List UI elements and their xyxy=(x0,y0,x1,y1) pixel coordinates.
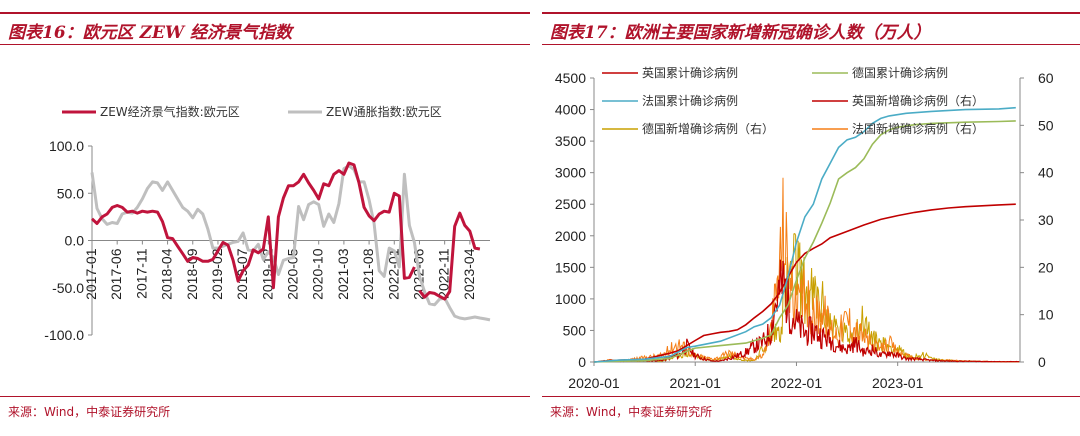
covid-left-tick-label: 1000 xyxy=(555,291,586,307)
covid-legend-label: 法国累计确诊病例 xyxy=(642,93,738,108)
zew-panel: 图表16：欧元区 ZEW 经济景气指数 100.0 50.0 0.0 -50.0 -10… xyxy=(0,0,530,436)
covid-right-tick-label: 30 xyxy=(1038,212,1054,228)
covid-chart: 4500400035003000250020001500100050006050… xyxy=(555,65,1054,391)
covid-left-tick-label: 4000 xyxy=(555,102,586,118)
zew-x-tick-label: 2020-05 xyxy=(285,248,301,300)
covid-right-tick-label: 40 xyxy=(1038,165,1054,181)
covid-left-tick-label: 2500 xyxy=(555,196,586,212)
zew-x-tick-label: 2020-10 xyxy=(310,248,326,300)
zew-x-tick-label: 2021-08 xyxy=(360,248,376,300)
covid-line-series-1 xyxy=(593,120,1016,363)
covid-x-tick-label: 2022-01 xyxy=(771,375,823,391)
covid-chart-source: 来源：Wind，中泰证券研究所 xyxy=(550,405,713,419)
covid-legend-label: 英国新增确诊病例（右） xyxy=(852,93,984,108)
zew-x-tick-label: 2019-02 xyxy=(209,248,225,300)
zew-x-tick-label: 2017-06 xyxy=(108,248,124,300)
covid-legend-label: 英国累计确诊病例 xyxy=(642,65,738,80)
covid-panel: 图表17：欧洲主要国家新增新冠确诊人数（万人） 4500 4000 3500 3000… xyxy=(542,0,1080,436)
covid-left-tick-label: 1500 xyxy=(555,259,586,275)
covid-legend-label: 德国累计确诊病例 xyxy=(852,65,948,80)
covid-right-tick-label: 20 xyxy=(1038,259,1054,275)
covid-left-tick-label: 2000 xyxy=(555,228,586,244)
covid-x-tick-label: 2023-01 xyxy=(872,375,924,391)
zew-legend-label: ZEW通胀指数:欧元区 xyxy=(326,104,442,119)
zew-y-tick-label: 100.0 xyxy=(49,138,84,154)
covid-legend-label: 德国新增确诊病例（右） xyxy=(642,121,774,136)
zew-x-tick-label: 2018-04 xyxy=(159,248,175,300)
zew-chart-source: 来源：Wind，中泰证券研究所 xyxy=(8,405,171,419)
zew-x-tick-label: 2023-04 xyxy=(461,248,477,300)
covid-chart-title: 图表17：欧洲主要国家新增新冠确诊人数（万人） xyxy=(550,23,931,43)
covid-line-series-0 xyxy=(593,203,1016,363)
zew-x-tick-label: 2017-11 xyxy=(133,248,149,299)
zew-economic-line xyxy=(90,161,481,301)
zew-x-tick-label: 2021-03 xyxy=(335,248,351,300)
covid-left-tick-label: 0 xyxy=(578,354,586,370)
zew-x-tick-label: 2022-11 xyxy=(436,248,452,299)
covid-right-tick-label: 50 xyxy=(1038,117,1054,133)
zew-legend-label: ZEW经济景气指数:欧元区 xyxy=(100,104,240,119)
zew-chart: 100.0 50.0 0.0 -50.0 -100.0 2017-01 2017-06 201… xyxy=(44,104,491,343)
covid-right-tick-label: 60 xyxy=(1038,70,1054,86)
zew-y-tick-label: -50.0 xyxy=(52,280,84,296)
covid-right-tick-label: 0 xyxy=(1038,354,1046,370)
covid-legend-label: 法国新增确诊病例（右） xyxy=(852,121,984,136)
covid-line-series-3 xyxy=(593,259,1020,363)
covid-left-tick-label: 500 xyxy=(563,322,587,338)
zew-y-tick-label: 0.0 xyxy=(65,233,85,249)
zew-x-tick-label: 2018-09 xyxy=(184,248,200,300)
zew-chart-title: 图表16：欧元区 ZEW 经济景气指数 xyxy=(8,23,292,43)
covid-left-tick-label: 3500 xyxy=(555,133,586,149)
covid-x-tick-label: 2020-01 xyxy=(568,375,620,391)
zew-inflation-line xyxy=(90,164,491,322)
covid-x-tick-label: 2021-01 xyxy=(670,375,722,391)
zew-y-tick-label: 50.0 xyxy=(57,185,84,201)
zew-x-tick-label: 2017-01 xyxy=(83,248,99,300)
covid-line-series-2 xyxy=(593,106,1016,363)
covid-left-tick-label: 4500 xyxy=(555,70,586,86)
covid-left-tick-label: 3000 xyxy=(555,165,586,181)
covid-right-tick-label: 10 xyxy=(1038,307,1054,323)
zew-y-tick-label: -100.0 xyxy=(44,327,84,343)
